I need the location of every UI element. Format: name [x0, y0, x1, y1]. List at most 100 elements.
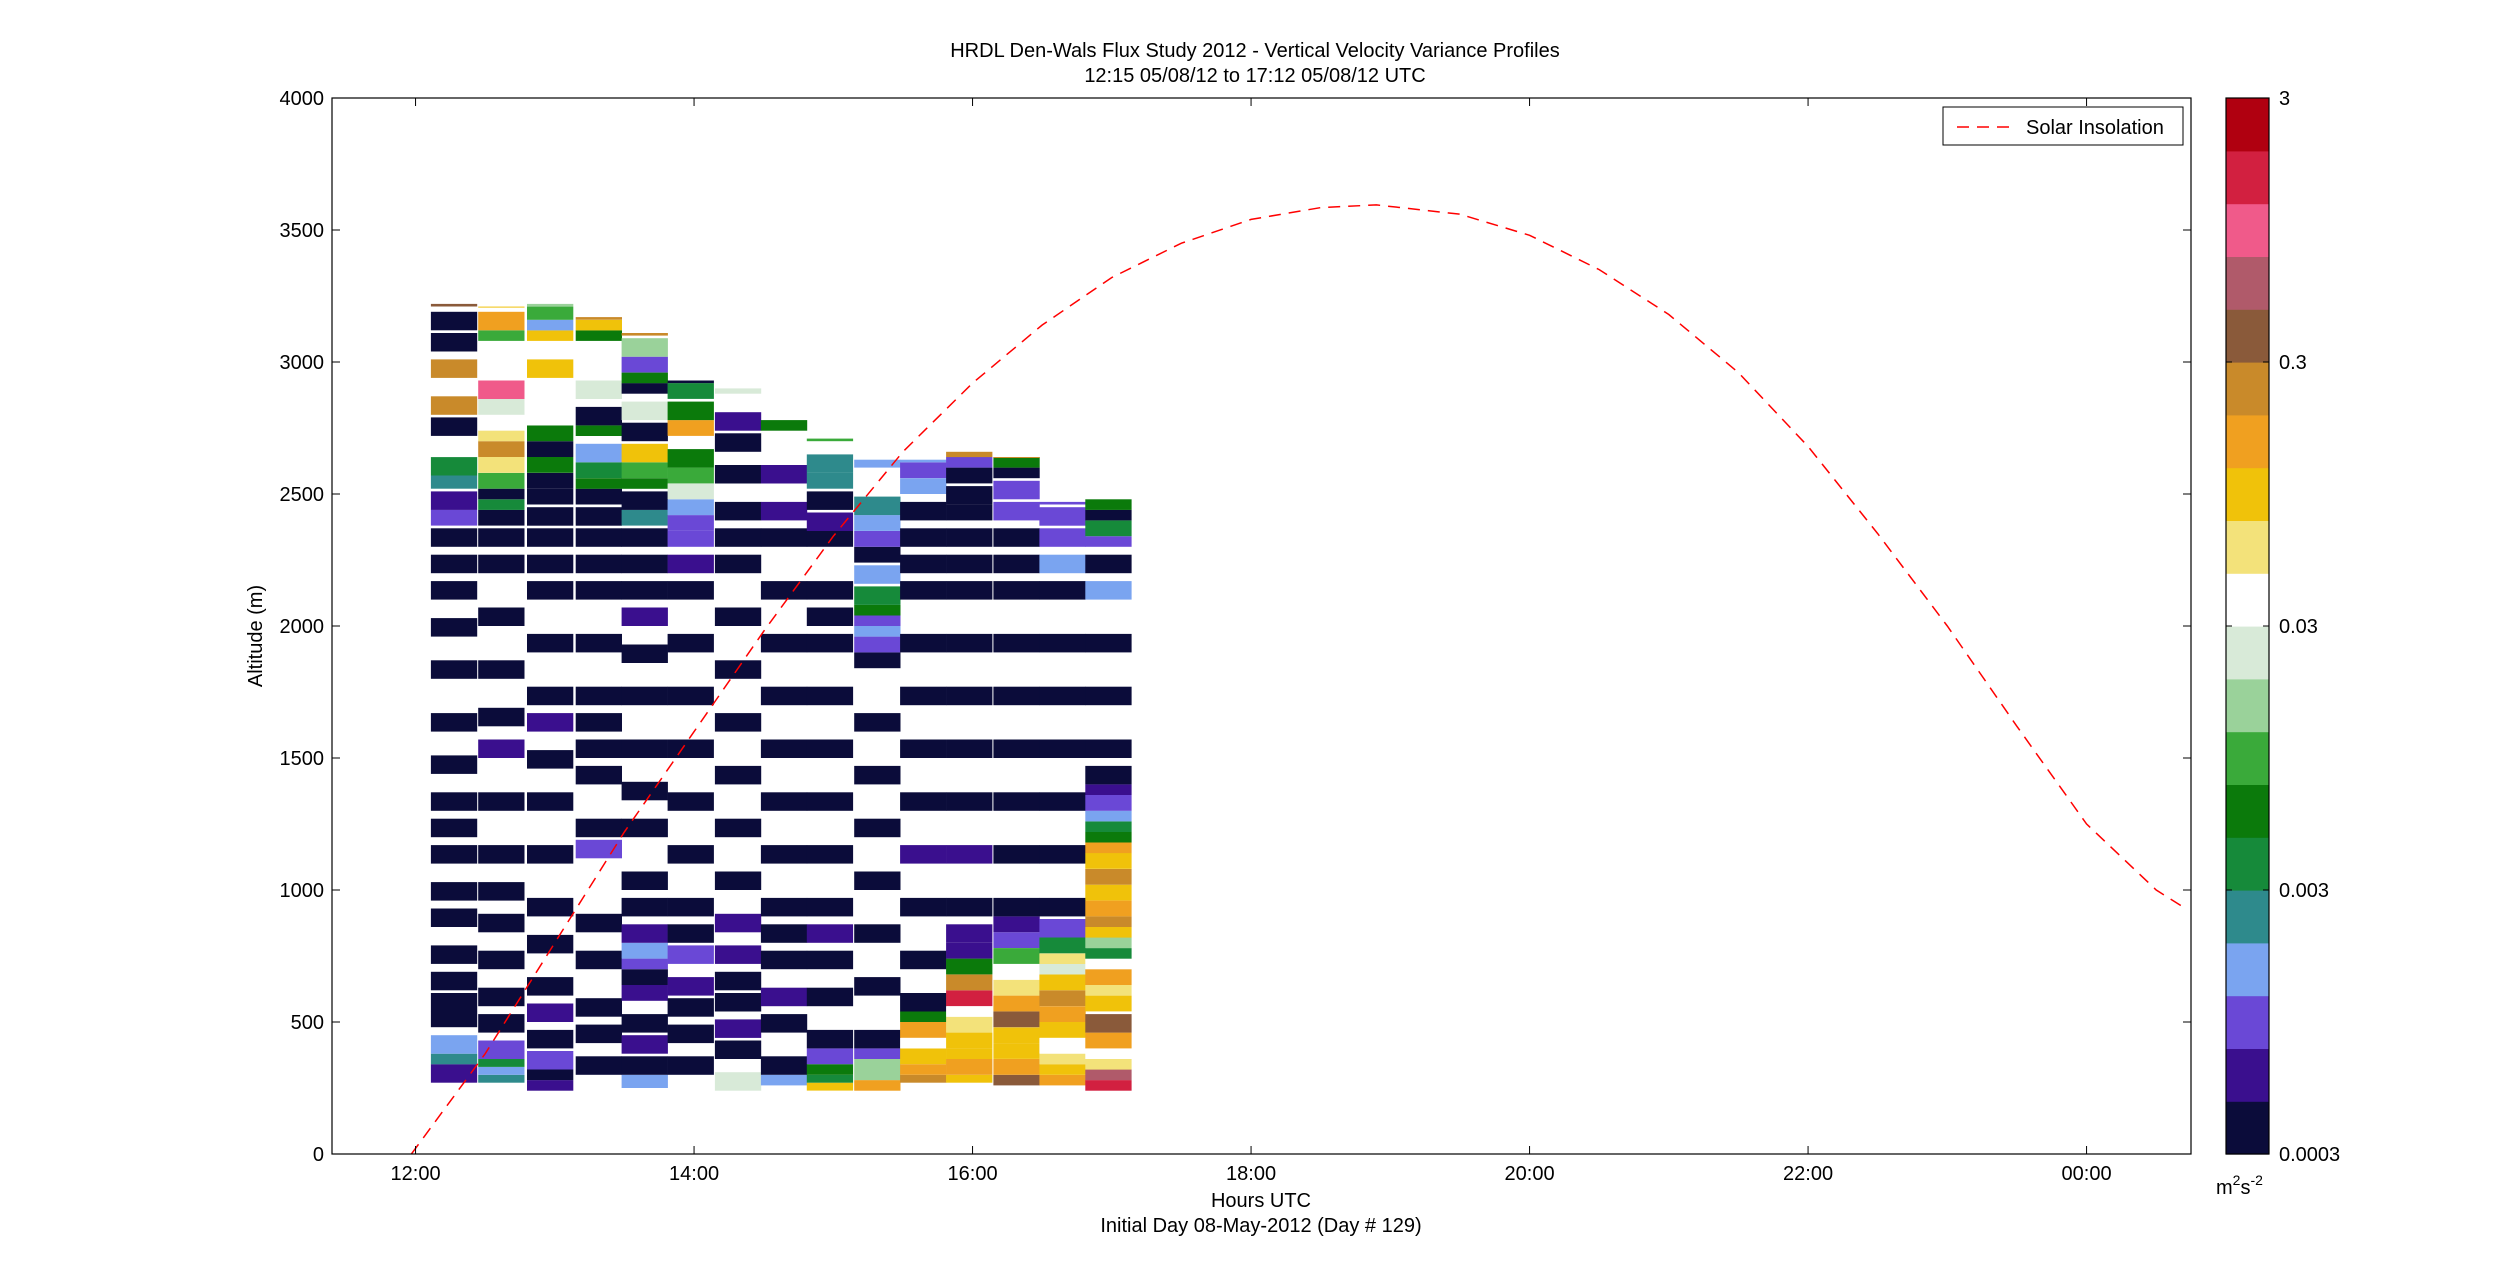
- heatmap-cell: [430, 333, 478, 352]
- heatmap-cell: [993, 739, 1040, 758]
- heatmap-cell: [527, 686, 574, 706]
- heatmap-cell: [993, 457, 1040, 458]
- x-tick-label: 00:00: [2062, 1163, 2112, 1185]
- heatmap-cell: [993, 501, 1040, 521]
- heatmap-cell: [667, 977, 714, 996]
- heatmap-cell: [621, 1056, 668, 1075]
- heatmap-cell: [621, 924, 668, 943]
- heatmap-cell: [900, 1037, 947, 1049]
- heatmap-cell: [1039, 581, 1086, 600]
- heatmap-cell: [621, 528, 668, 547]
- heatmap-cell: [854, 977, 901, 996]
- heatmap-cell: [854, 531, 901, 547]
- heatmap-cell: [1039, 501, 1086, 505]
- heatmap-cell: [946, 1074, 993, 1083]
- heatmap-cell: [667, 531, 714, 547]
- heatmap-cell: [478, 509, 525, 526]
- heatmap-cell: [1039, 686, 1086, 706]
- x-tick-label: 16:00: [948, 1163, 998, 1185]
- heatmap-cell: [900, 501, 947, 521]
- heatmap-cell: [714, 528, 762, 547]
- heatmap-cell: [1085, 937, 1132, 949]
- heatmap-cell: [430, 438, 478, 458]
- heatmap-cell: [760, 465, 808, 484]
- heatmap-cell: [854, 1059, 901, 1070]
- heatmap-cell: [900, 478, 947, 494]
- heatmap-cell: [430, 660, 478, 679]
- heatmap-cell: [667, 792, 714, 811]
- heatmap-cell: [575, 443, 622, 463]
- y-tick-label: 2500: [280, 484, 325, 506]
- heatmap-cell: [575, 478, 622, 489]
- heatmap-cell: [1085, 958, 1132, 970]
- heatmap-cell: [575, 425, 622, 436]
- heatmap-cell: [1085, 1032, 1132, 1049]
- heatmap-cell: [430, 554, 478, 574]
- heatmap-cell: [806, 924, 854, 943]
- heatmap-cell: [900, 528, 947, 547]
- heatmap-cell: [667, 1056, 714, 1075]
- heatmap-cell: [478, 1059, 525, 1067]
- heatmap-cell: [1085, 1059, 1132, 1070]
- heatmap-cell: [667, 449, 714, 468]
- heatmap-cell: [760, 792, 808, 811]
- heatmap-cell: [900, 554, 947, 574]
- y-tick-label: 0: [313, 1144, 324, 1166]
- heatmap-cell: [667, 401, 714, 421]
- heatmap-cell: [946, 845, 993, 864]
- heatmap-cell: [621, 356, 668, 373]
- heatmap-cell: [714, 1019, 762, 1038]
- heatmap-cell: [430, 755, 478, 774]
- colorbar-frame: [2225, 97, 2270, 1155]
- heatmap-cell: [1085, 1014, 1132, 1033]
- heatmap-cell: [900, 950, 947, 970]
- heatmap-cell: [430, 581, 478, 600]
- heatmap-cell: [430, 491, 478, 510]
- heatmap-cell: [478, 488, 525, 500]
- heatmap-cell: [854, 615, 901, 626]
- heatmap-cell: [527, 303, 574, 307]
- heatmap-cell: [527, 554, 574, 574]
- heatmap-cell: [854, 565, 901, 584]
- colorbar-segment: [2226, 520, 2269, 574]
- heatmap-cell: [1039, 937, 1086, 954]
- heatmap-cell: [900, 462, 947, 479]
- y-tick-label: 4000: [280, 88, 325, 110]
- heatmap-cell: [900, 993, 947, 1012]
- colorbar-tick-label: 0.0003: [2279, 1144, 2340, 1166]
- heatmap-cell: [527, 897, 574, 917]
- heatmap-cell: [575, 633, 622, 653]
- heatmap-cell: [478, 792, 525, 811]
- heatmap-cell: [714, 993, 762, 1012]
- heatmap-cell: [714, 765, 762, 785]
- heatmap-cell: [993, 1011, 1040, 1028]
- heatmap-cell: [1085, 765, 1132, 785]
- heatmap-cell: [621, 491, 668, 510]
- heatmap-cell: [806, 950, 854, 970]
- x-tick-label: 14:00: [669, 1163, 719, 1185]
- heatmap-cell: [760, 1074, 808, 1086]
- heatmap-cell: [430, 908, 478, 927]
- heatmap-cell: [430, 618, 478, 637]
- heatmap-cell: [993, 995, 1040, 1012]
- heatmap-cell: [1039, 507, 1086, 526]
- heatmap-cell: [1039, 528, 1086, 547]
- heatmap-cell: [1039, 897, 1086, 917]
- y-tick-label: 1000: [280, 880, 325, 902]
- heatmap-cell: [478, 607, 525, 626]
- heatmap-cell: [527, 528, 574, 547]
- heatmap-cell: [478, 950, 525, 970]
- heatmap-cell: [993, 633, 1040, 653]
- heatmap-cell: [806, 531, 854, 547]
- heatmap-cell: [527, 845, 574, 864]
- legend-box: [1942, 106, 2184, 146]
- heatmap-cell: [430, 1064, 478, 1083]
- heatmap-cell: [946, 924, 993, 943]
- heatmap-cell: [478, 554, 525, 574]
- heatmap-cell: [993, 1027, 1040, 1044]
- heatmap-cell: [575, 913, 622, 933]
- heatmap-cell: [854, 636, 901, 653]
- heatmap-cell: [430, 945, 478, 964]
- heatmap-cell: [478, 457, 525, 473]
- heatmap-cell: [527, 792, 574, 811]
